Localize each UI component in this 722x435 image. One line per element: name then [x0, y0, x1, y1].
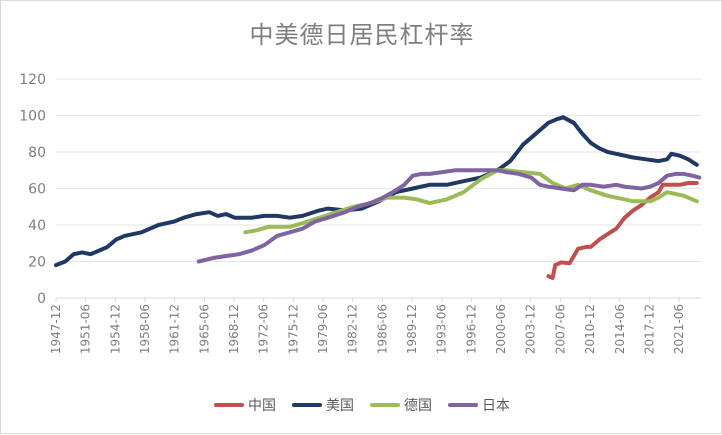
x-tick-label: 1989-12	[405, 304, 419, 354]
x-tick-label: 1982-12	[346, 304, 360, 354]
axes: 0 20 40 60 80 100 120 1947-12 1951-06 1954-12 1958…	[19, 72, 701, 354]
x-tick-label: 1947-12	[49, 304, 63, 354]
y-tick-label: 60	[28, 182, 46, 198]
x-tick-label: 2007-06	[553, 304, 567, 354]
legend-item: 美国	[292, 395, 354, 415]
x-tick-label: 1961-12	[168, 304, 182, 354]
x-tick-label: 2010-12	[583, 304, 597, 354]
x-tick-label: 1986-06	[375, 304, 389, 354]
x-tick-label: 1975-12	[286, 304, 300, 354]
x-tick-label: 1979-06	[316, 304, 330, 354]
series-line-3	[196, 168, 702, 264]
series-lines	[54, 115, 702, 280]
x-tick-label: 1958-06	[138, 304, 152, 354]
legend-label: 日本	[482, 398, 510, 414]
series-line-1	[54, 115, 699, 268]
x-tick-label: 2014-06	[613, 304, 627, 354]
legend-label: 美国	[326, 398, 354, 414]
legend-item: 日本	[448, 395, 510, 415]
x-tick-label: 1993-06	[435, 304, 449, 354]
y-tick-label: 120	[19, 72, 46, 88]
legend-item: 德国	[370, 395, 432, 415]
chart-title: 中美德日居民杠杆率	[249, 21, 475, 49]
x-tick-label: 1951-06	[79, 304, 93, 354]
x-tick-label: 1965-06	[197, 304, 211, 354]
x-tick-label: 2003-12	[524, 304, 538, 354]
x-tick-label: 2021-06	[672, 304, 686, 354]
y-tick-label: 0	[37, 291, 46, 307]
x-tick-label: 1972-06	[257, 304, 271, 354]
x-tick-label: 2000-06	[494, 304, 508, 354]
legend-swatch	[292, 403, 322, 407]
legend: 中国 美国 德国 日本	[1, 395, 722, 415]
legend-item: 中国	[214, 395, 276, 415]
y-tick-label: 80	[28, 145, 46, 161]
x-tick-label: 1996-12	[464, 304, 478, 354]
legend-swatch	[448, 403, 478, 407]
x-tick-label: 2017-12	[642, 304, 656, 354]
x-tick-label: 1954-12	[108, 304, 122, 354]
x-tick-label: 1968-12	[227, 304, 241, 354]
legend-swatch	[214, 403, 244, 407]
legend-label: 中国	[248, 398, 276, 414]
y-tick-label: 20	[28, 255, 46, 271]
y-tick-label: 40	[28, 218, 46, 234]
y-tick-label: 100	[19, 109, 46, 125]
legend-swatch	[370, 403, 400, 407]
legend-label: 德国	[404, 398, 432, 414]
series-line-0	[546, 181, 699, 280]
